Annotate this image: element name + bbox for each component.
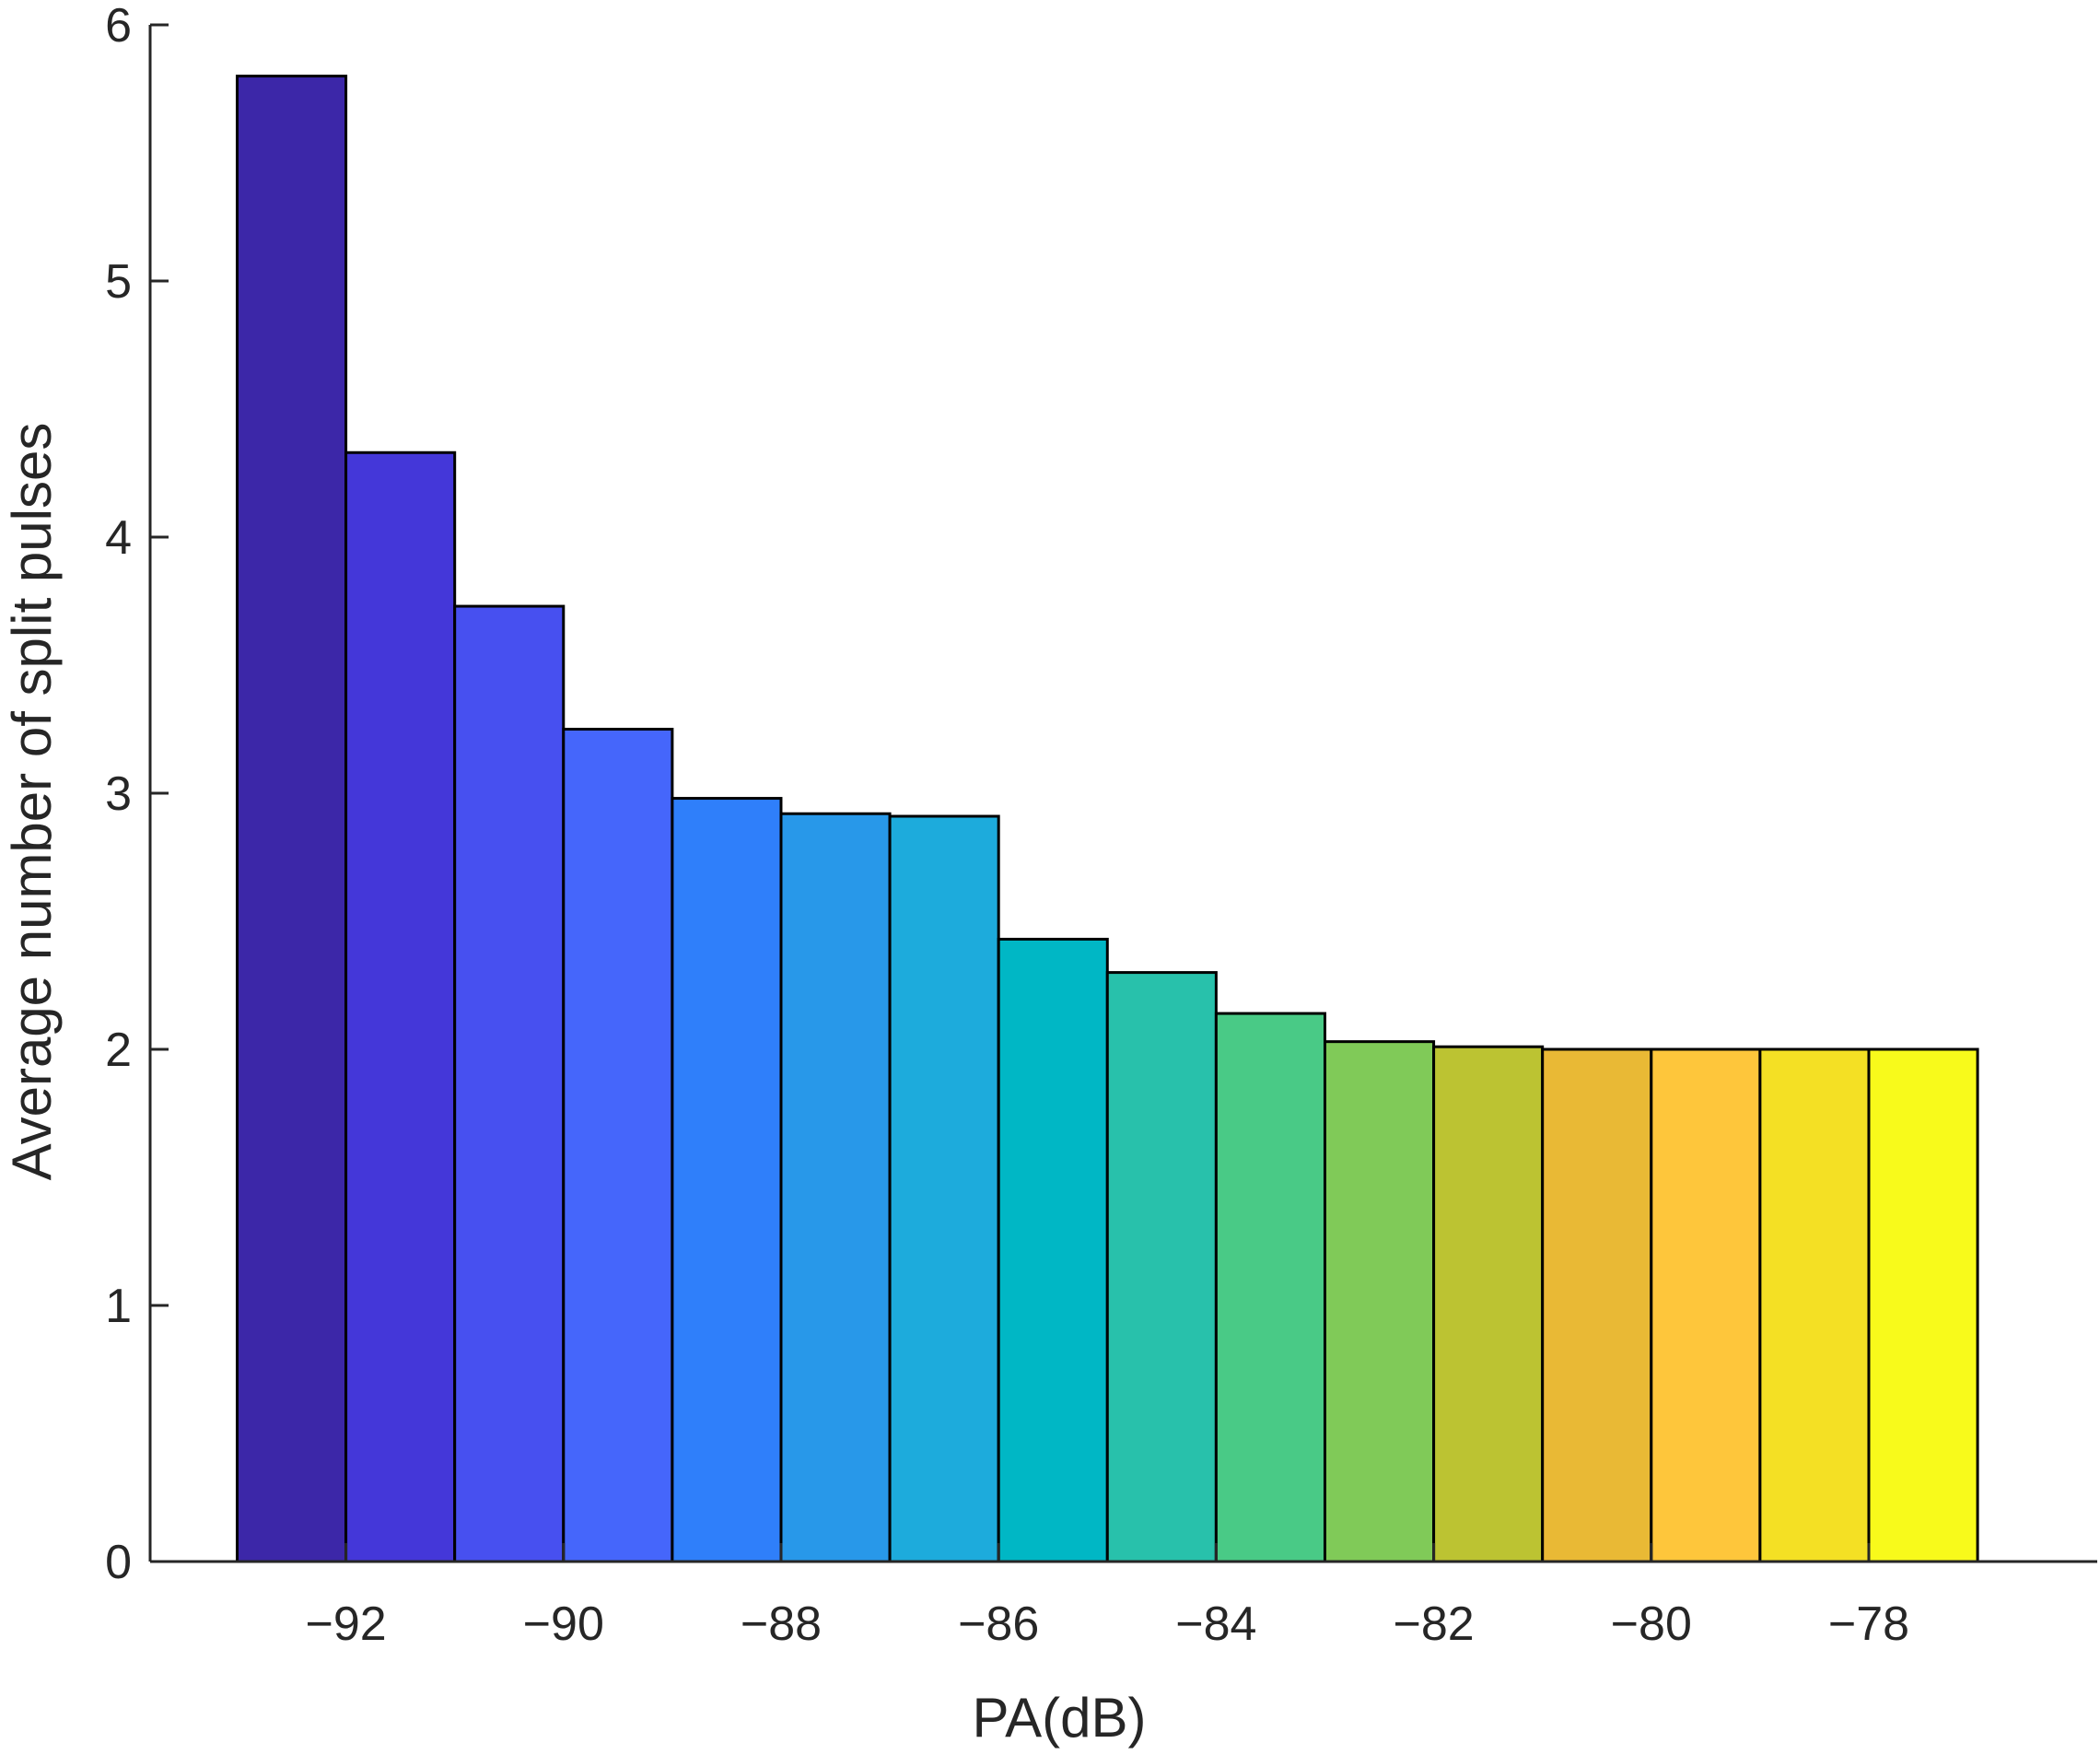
bar-1	[344, 450, 457, 1563]
y-ticks-group: 0 1 2 3 4 5 6	[105, 0, 169, 1589]
y-tick-label-5: 5	[105, 255, 132, 309]
y-tick-label-2: 2	[105, 1024, 132, 1077]
bar-7	[997, 937, 1109, 1563]
y-tick-label-3: 3	[105, 767, 132, 821]
bar-11	[1432, 1045, 1545, 1563]
x-tick-label-3: −86	[958, 1597, 1039, 1651]
y-axis-title: Average number of split pulses	[1, 423, 63, 1181]
bar-5	[779, 812, 892, 1563]
x-tick-label-4: −84	[1175, 1597, 1256, 1651]
bar-15	[1867, 1047, 1979, 1563]
bar-14	[1758, 1047, 1871, 1563]
bar-6	[888, 814, 1000, 1563]
y-tick-label-4: 4	[105, 511, 132, 565]
x-tick-label-6: −80	[1611, 1597, 1692, 1651]
y-tick-label-6: 6	[105, 0, 132, 53]
bar-0	[235, 75, 348, 1563]
y-tick-label-0: 0	[105, 1536, 132, 1589]
bar-2	[453, 604, 566, 1563]
bar-9	[1214, 1012, 1326, 1563]
x-tick-label-7: −78	[1828, 1597, 1909, 1651]
x-ticks-group: −92 −90 −88 −86 −84 −82 −80 −78	[305, 1543, 1909, 1651]
x-tick-label-5: −82	[1393, 1597, 1474, 1651]
y-tick-label-1: 1	[105, 1280, 132, 1333]
bar-4	[671, 797, 783, 1563]
bar-8	[1105, 971, 1218, 1563]
bars-group	[235, 75, 1979, 1563]
x-tick-label-1: −90	[523, 1597, 604, 1651]
bar-10	[1323, 1040, 1436, 1563]
bar-12	[1541, 1047, 1653, 1563]
bar-3	[562, 728, 674, 1563]
bar-13	[1650, 1047, 1762, 1563]
x-axis-title: PA(dB)	[973, 1687, 1147, 1749]
x-tick-label-0: −92	[305, 1597, 386, 1651]
x-tick-label-2: −88	[741, 1597, 822, 1651]
